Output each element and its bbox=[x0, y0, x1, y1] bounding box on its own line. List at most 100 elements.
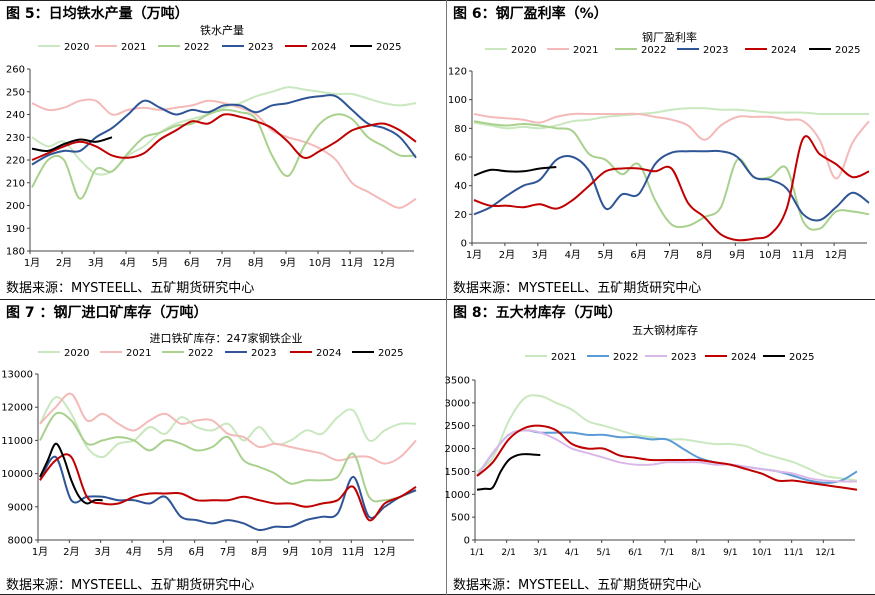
x-tick-label: 11月 bbox=[342, 546, 365, 558]
series-line-2022 bbox=[39, 411, 417, 503]
y-tick-label: 2500 bbox=[445, 421, 470, 432]
series-line-2023 bbox=[39, 455, 417, 532]
legend-label: 2021 bbox=[551, 352, 576, 363]
series-line-2024 bbox=[39, 453, 417, 522]
source-note: 数据来源：MYSTEELL、五矿期货研究中心 bbox=[453, 281, 702, 296]
legend-label: 2023 bbox=[671, 352, 696, 363]
legend-label: 2022 bbox=[641, 45, 666, 56]
x-tick-label: 7月 bbox=[663, 249, 679, 261]
legend-label: 2021 bbox=[121, 42, 146, 53]
x-tick-label: 6/1 bbox=[628, 548, 642, 558]
y-tick-label: 8000 bbox=[8, 536, 33, 547]
x-tick-label: 8月 bbox=[251, 546, 267, 558]
series-line-2020 bbox=[31, 86, 417, 176]
legend-label: 2024 bbox=[731, 352, 756, 363]
x-tick-label: 1/1 bbox=[470, 548, 484, 558]
panel-title: 图 6：钢厂盈利率（%） bbox=[453, 6, 608, 22]
chart-title: 进口铁矿库存：247家钢铁企业 bbox=[150, 331, 303, 345]
y-tick-label: 260 bbox=[6, 65, 25, 76]
chart-title: 钢厂盈利率 bbox=[642, 30, 697, 44]
x-tick-label: 8月 bbox=[248, 257, 264, 269]
profit-rate-chart: 钢厂盈利率 2020 2021 2022 2023 2024 2025 0 20 40 60 80 10… bbox=[448, 30, 870, 261]
legend-label: 2024 bbox=[311, 42, 336, 53]
series-line-2021 bbox=[476, 394, 858, 482]
x-tick-label: 11/1 bbox=[784, 548, 804, 558]
x-tick-label: 7月 bbox=[216, 257, 232, 269]
y-tick-label: 12000 bbox=[1, 403, 33, 414]
legend-label: 2022 bbox=[184, 42, 209, 53]
source-note: 数据来源：MYSTEELL、五矿期货研究中心 bbox=[6, 281, 255, 296]
y-tick-label: 20 bbox=[454, 210, 467, 221]
x-tick-label: 11月 bbox=[792, 249, 815, 261]
x-tick-label: 7/1 bbox=[660, 548, 674, 558]
y-tick-label: 60 bbox=[454, 153, 467, 164]
x-tick-label: 12月 bbox=[825, 249, 848, 261]
y-tick-label: 0 bbox=[464, 536, 470, 547]
y-tick-label: 13000 bbox=[1, 370, 33, 381]
x-tick-label: 12/1 bbox=[815, 548, 835, 558]
y-tick-label: 500 bbox=[451, 513, 470, 524]
x-tick-label: 12月 bbox=[373, 546, 396, 558]
panel-ore-inventory: 图 7 ：钢厂进口矿库存（万吨） 进口铁矿库存：247家钢铁企业 2020 2021… bbox=[0, 302, 445, 594]
legend-label: 2020 bbox=[64, 348, 89, 359]
panel-title: 图 7 ：钢厂进口矿库存（万吨） bbox=[6, 305, 208, 321]
x-tick-label: 6月 bbox=[630, 249, 646, 261]
series-line-2021 bbox=[39, 392, 417, 465]
y-tick-label: 2000 bbox=[445, 444, 470, 455]
y-tick-label: 3500 bbox=[445, 376, 470, 387]
x-tick-label: 10月 bbox=[759, 249, 782, 261]
x-tick-label: 10月 bbox=[311, 546, 334, 558]
legend-label: 2023 bbox=[248, 42, 273, 53]
middle-divider bbox=[0, 299, 875, 300]
series-line-2025 bbox=[476, 453, 541, 491]
series-line-2025 bbox=[39, 442, 103, 505]
x-tick-label: 5/1 bbox=[596, 548, 610, 558]
x-tick-label: 3月 bbox=[532, 249, 548, 261]
panel-steel-inventory: 图 8：五大材库存（万吨） 五大钢材库存 2021 2022 2023 2024 2025… bbox=[445, 302, 875, 594]
series-line-2023 bbox=[473, 149, 870, 222]
legend-label: 2025 bbox=[789, 352, 814, 363]
x-tick-label: 2月 bbox=[499, 249, 515, 261]
x-tick-label: 2月 bbox=[56, 257, 72, 269]
x-tick-label: 1月 bbox=[24, 257, 40, 269]
series-line-2020 bbox=[39, 396, 417, 459]
series-line-2023 bbox=[31, 94, 417, 166]
series-line-2024 bbox=[473, 135, 870, 242]
legend-label: 2023 bbox=[703, 45, 728, 56]
x-tick-label: 4月 bbox=[565, 249, 581, 261]
x-tick-label: 6月 bbox=[188, 546, 204, 558]
y-tick-label: 80 bbox=[454, 124, 467, 135]
y-tick-label: 1500 bbox=[445, 467, 470, 478]
panel-hot-metal: 图 5：日均铁水产量（万吨） 铁水产量 2020 2021 2022 2023 2024 2… bbox=[0, 3, 445, 298]
y-tick-label: 230 bbox=[6, 133, 25, 144]
legend-label: 2025 bbox=[376, 42, 401, 53]
series-line-2022 bbox=[31, 108, 417, 200]
y-tick-label: 100 bbox=[448, 95, 467, 106]
legend-label: 2022 bbox=[188, 348, 213, 359]
x-tick-label: 12月 bbox=[373, 257, 396, 269]
x-tick-label: 9月 bbox=[729, 249, 745, 261]
ore-inventory-chart: 进口铁矿库存：247家钢铁企业 2020 2021 2022 2023 2024 2025 8… bbox=[1, 331, 417, 558]
x-tick-label: 9月 bbox=[280, 257, 296, 269]
x-tick-label: 2月 bbox=[63, 546, 79, 558]
x-tick-label: 3月 bbox=[94, 546, 110, 558]
series-line-2022 bbox=[473, 120, 870, 231]
y-tick-label: 10000 bbox=[1, 469, 33, 480]
x-tick-label: 5月 bbox=[157, 546, 173, 558]
series-line-2024 bbox=[476, 424, 858, 491]
y-tick-label: 1000 bbox=[445, 490, 470, 501]
series-line-2023 bbox=[476, 429, 858, 483]
panel-title: 图 8：五大材库存（万吨） bbox=[453, 305, 622, 321]
y-tick-label: 220 bbox=[6, 156, 25, 167]
y-tick-label: 240 bbox=[6, 110, 25, 121]
y-tick-label: 11000 bbox=[1, 436, 33, 447]
x-tick-label: 5月 bbox=[597, 249, 613, 261]
legend-label: 2021 bbox=[126, 348, 151, 359]
series-line-2025 bbox=[473, 166, 557, 177]
panel-title: 图 5：日均铁水产量（万吨） bbox=[6, 6, 189, 22]
x-tick-label: 9月 bbox=[282, 546, 298, 558]
legend-label: 2021 bbox=[573, 45, 598, 56]
x-tick-label: 3/1 bbox=[533, 548, 547, 558]
series-line-2025 bbox=[31, 136, 113, 153]
legend-label: 2022 bbox=[613, 352, 638, 363]
